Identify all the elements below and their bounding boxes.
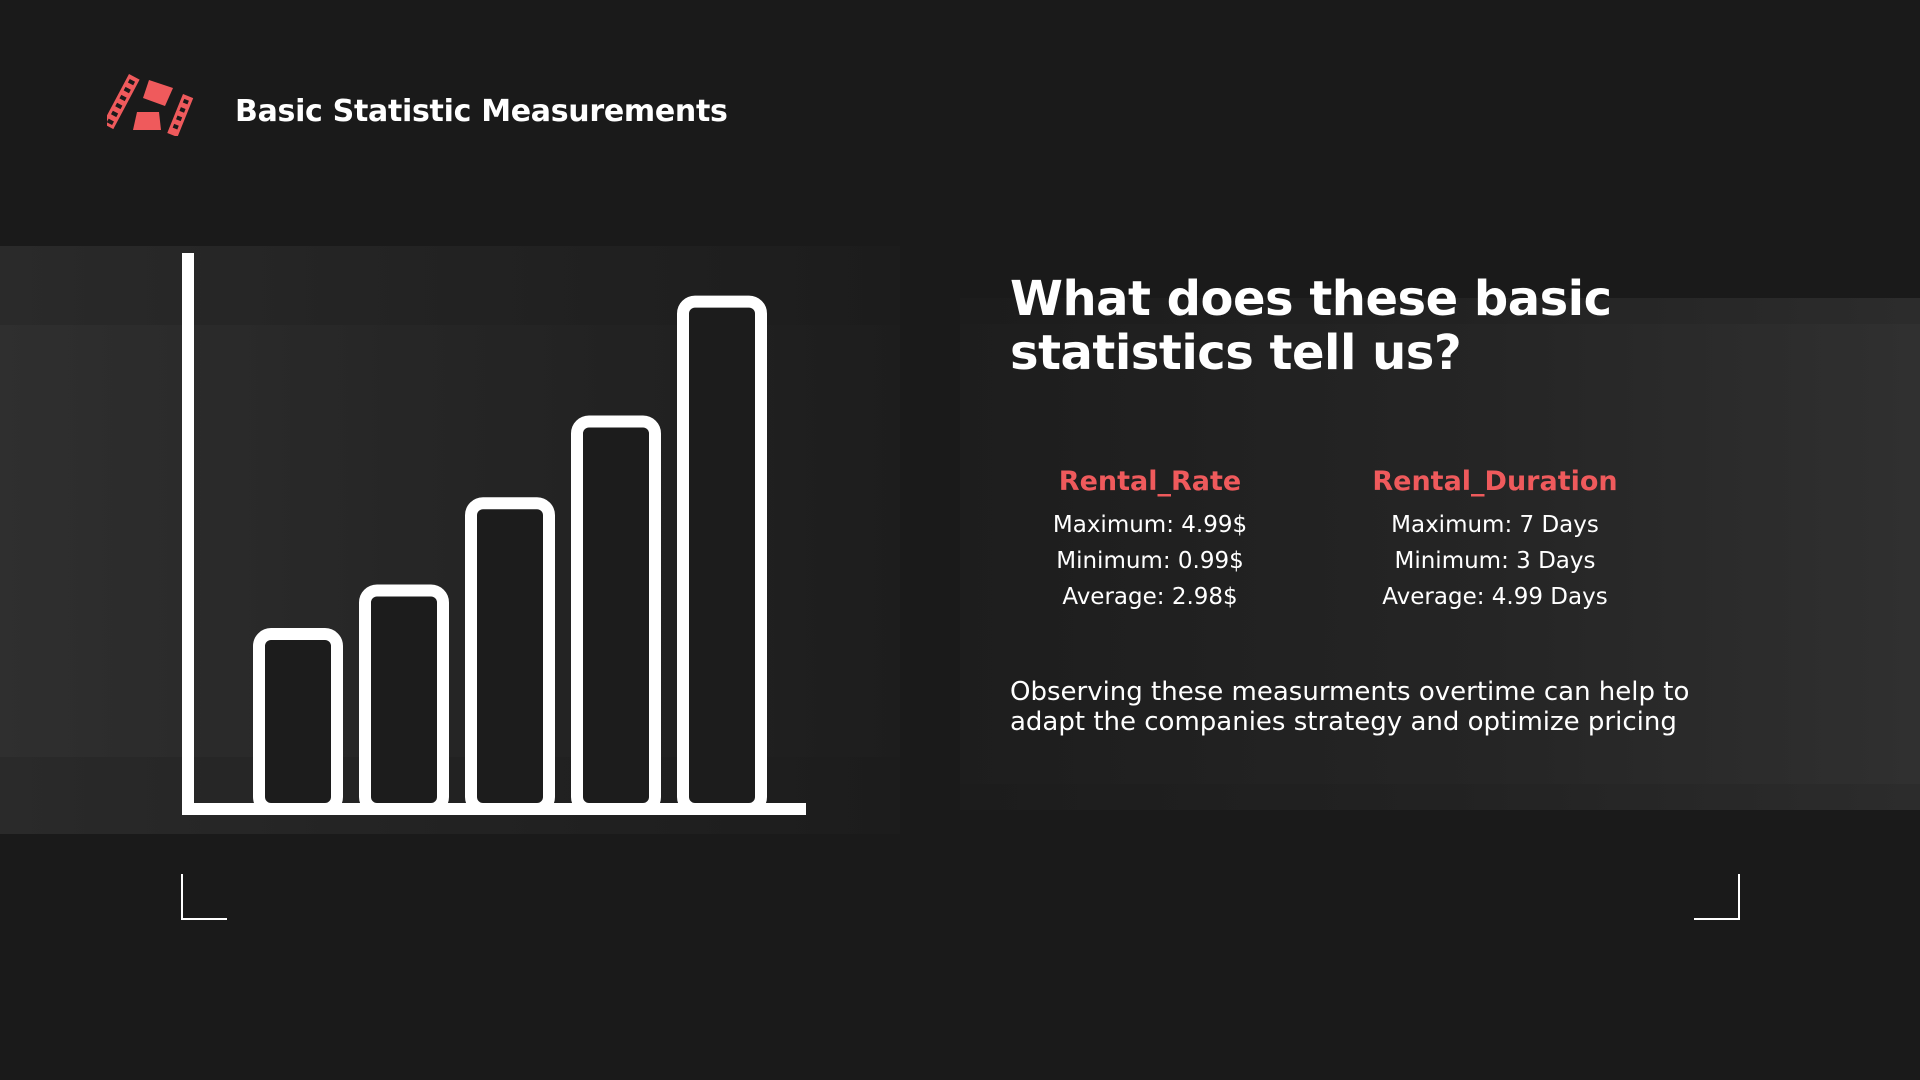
chart-x-axis [182, 803, 806, 815]
film-strip-logo-icon [107, 74, 194, 136]
bar-chart-bar [253, 628, 343, 815]
rental-duration-stats: Rental_Duration Maximum: 7 Days Minimum:… [1350, 465, 1640, 615]
question-heading: What does these basic statistics tell us… [1010, 271, 1612, 381]
rental-duration-heading: Rental_Duration [1372, 466, 1618, 497]
observation-text: Observing these measurments overtime can… [1010, 677, 1690, 737]
rental-duration-average: Average: 4.99 Days [1382, 584, 1608, 610]
rental-rate-stats: Rental_Rate Maximum: 4.99$ Minimum: 0.99… [1030, 465, 1270, 615]
page-title: Basic Statistic Measurements [235, 94, 728, 129]
rental-duration-minimum: Minimum: 3 Days [1394, 548, 1596, 574]
chart-y-axis [182, 253, 194, 815]
bar-chart-bars [253, 295, 767, 816]
corner-bracket-bottom-right [1694, 874, 1740, 920]
bar-chart-bar [359, 584, 449, 816]
rental-rate-average: Average: 2.98$ [1062, 584, 1238, 610]
bar-chart-bar [465, 497, 555, 815]
bar-chart-bar [571, 415, 661, 815]
background-band-right-inner [960, 324, 1920, 784]
corner-bracket-bottom-left [181, 874, 227, 920]
rental-rate-minimum: Minimum: 0.99$ [1056, 548, 1244, 574]
bar-chart-icon [182, 253, 806, 816]
rental-rate-maximum: Maximum: 4.99$ [1052, 512, 1248, 538]
rental-duration-maximum: Maximum: 7 Days [1391, 512, 1599, 538]
bar-chart-bar [677, 295, 767, 815]
rental-rate-heading: Rental_Rate [1058, 466, 1242, 497]
